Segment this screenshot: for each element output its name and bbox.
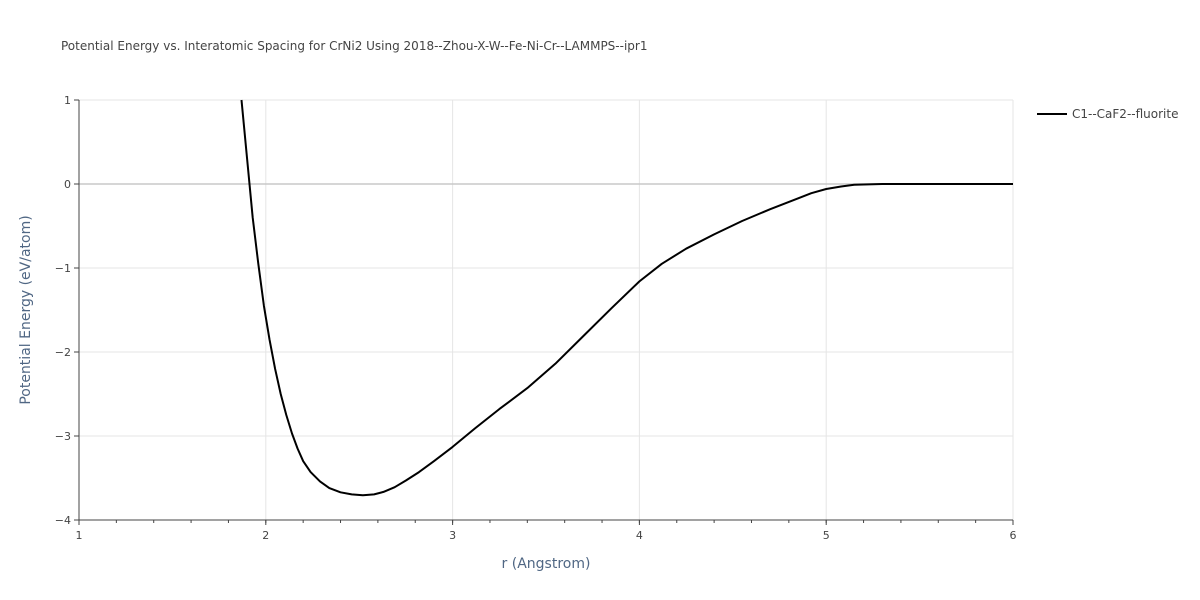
series-line xyxy=(240,99,1013,497)
x-tick-label: 3 xyxy=(449,529,456,542)
plot-series xyxy=(240,99,1013,497)
y-axis-label: Potential Energy (eV/atom) xyxy=(18,215,34,404)
axes xyxy=(78,100,1014,523)
grid-lines xyxy=(79,99,1014,520)
y-tick-label: −4 xyxy=(55,514,71,527)
y-tick-label: −1 xyxy=(55,262,71,275)
legend-label: C1--CaF2--fluorite xyxy=(1072,107,1178,121)
y-axis-ticks: 1 0 −1 −2 −3 −4 xyxy=(55,94,79,527)
x-tick-label: 1 xyxy=(76,529,83,542)
y-tick-label: 0 xyxy=(64,178,71,191)
x-axis-ticks: 1 2 3 4 5 6 xyxy=(76,520,1017,542)
x-tick-label: 4 xyxy=(636,529,643,542)
y-tick-label: 1 xyxy=(64,94,71,107)
x-axis-label: r (Angstrom) xyxy=(502,556,591,572)
x-tick-label: 5 xyxy=(823,529,830,542)
x-tick-label: 6 xyxy=(1010,529,1017,542)
y-tick-label: −3 xyxy=(55,430,71,443)
legend[interactable]: C1--CaF2--fluorite xyxy=(1037,107,1178,121)
y-tick-label: −2 xyxy=(55,346,71,359)
x-tick-label: 2 xyxy=(262,529,269,542)
chart-title: Potential Energy vs. Interatomic Spacing… xyxy=(61,39,647,53)
